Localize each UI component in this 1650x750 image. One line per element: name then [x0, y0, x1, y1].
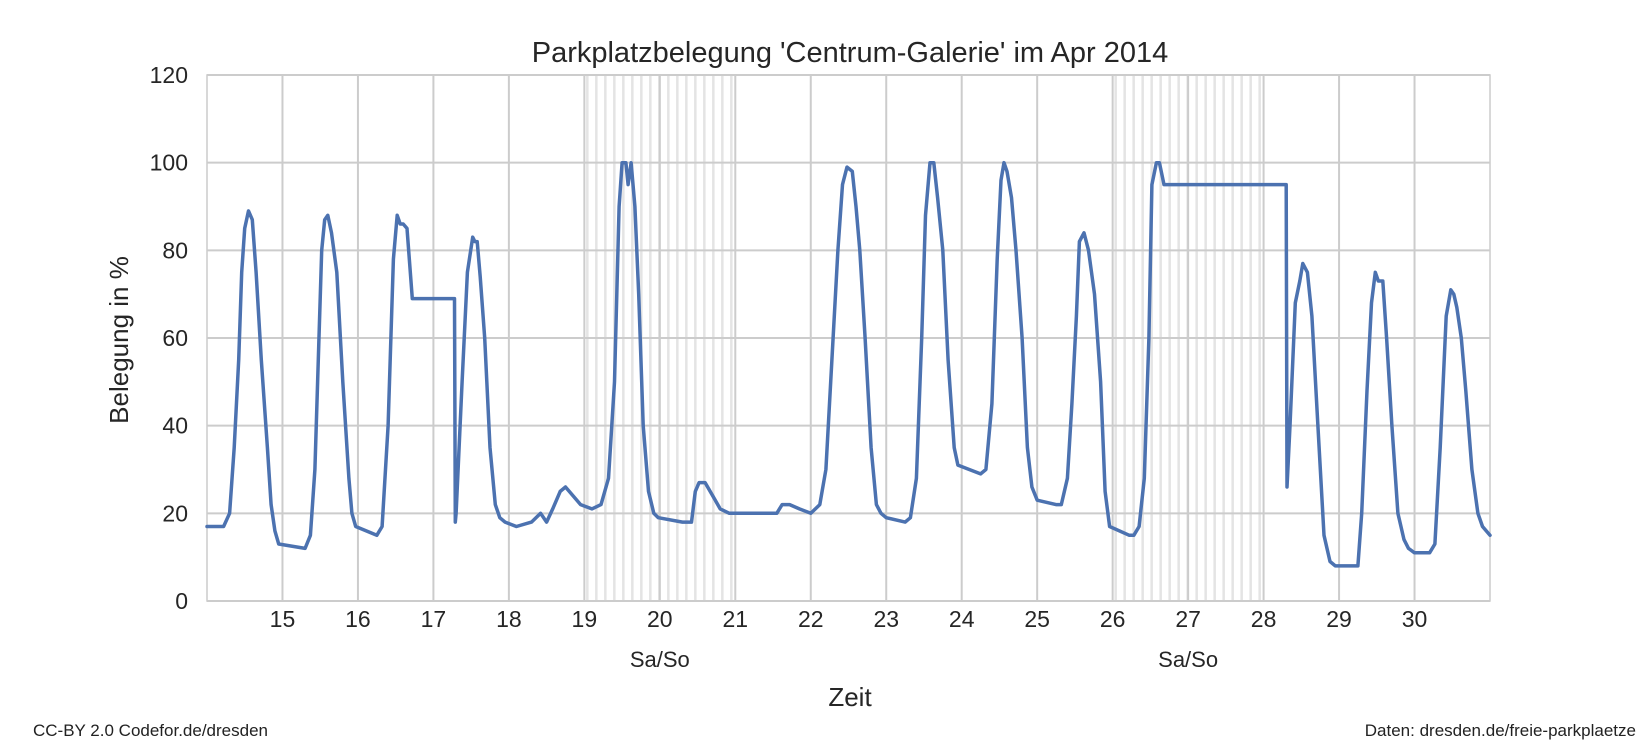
x-tick-label: 21	[722, 606, 748, 632]
plot-frame	[206, 74, 1491, 602]
grid-lines	[207, 74, 1490, 602]
y-tick-label: 20	[162, 500, 188, 526]
x-tick-label: 17	[421, 606, 447, 632]
x-tick-label: 30	[1402, 606, 1428, 632]
y-axis-label: Belegung in %	[104, 256, 134, 424]
x-tick-label: 15	[270, 606, 296, 632]
chart-title: Parkplatzbelegung 'Centrum-Galerie' im A…	[532, 37, 1169, 69]
series-lines	[205, 160, 1492, 568]
y-tick-label: 0	[175, 588, 188, 614]
x-tick-label: 28	[1251, 606, 1277, 632]
x-tick-label: 18	[496, 606, 522, 632]
footer-credit: CC-BY 2.0 Codefor.de/dresden	[33, 721, 268, 740]
x-tick-label: 16	[345, 606, 371, 632]
y-tick-label: 120	[150, 62, 188, 88]
y-tick-label: 60	[162, 325, 188, 351]
y-tick-label: 100	[150, 150, 188, 176]
y-tick-labels: 0 20 40 60 80 100 120	[150, 62, 188, 614]
x-tick-label: 23	[873, 606, 899, 632]
weekend-label: Sa/So	[1158, 647, 1218, 672]
weekend-labels: Sa/So Sa/So	[630, 647, 1218, 672]
y-tick-label: 80	[162, 237, 188, 263]
y-tick-label: 40	[162, 413, 188, 439]
x-axis-label: Zeit	[828, 682, 872, 712]
footer-data-source: Daten: dresden.de/freie-parkplaetze	[1364, 721, 1636, 740]
x-tick-label: 25	[1024, 606, 1050, 632]
x-tick-label: 24	[949, 606, 975, 632]
x-tick-labels: 15 16 17 18 19 20 21 22 23 24 25 26 27 28 29 30	[270, 606, 1428, 632]
x-tick-label: 29	[1326, 606, 1352, 632]
x-tick-label: 26	[1100, 606, 1126, 632]
series-line	[205, 160, 1492, 568]
x-tick-label: 20	[647, 606, 673, 632]
x-tick-label: 27	[1175, 606, 1201, 632]
x-tick-label: 19	[572, 606, 598, 632]
x-tick-label: 22	[798, 606, 824, 632]
weekend-label: Sa/So	[630, 647, 690, 672]
